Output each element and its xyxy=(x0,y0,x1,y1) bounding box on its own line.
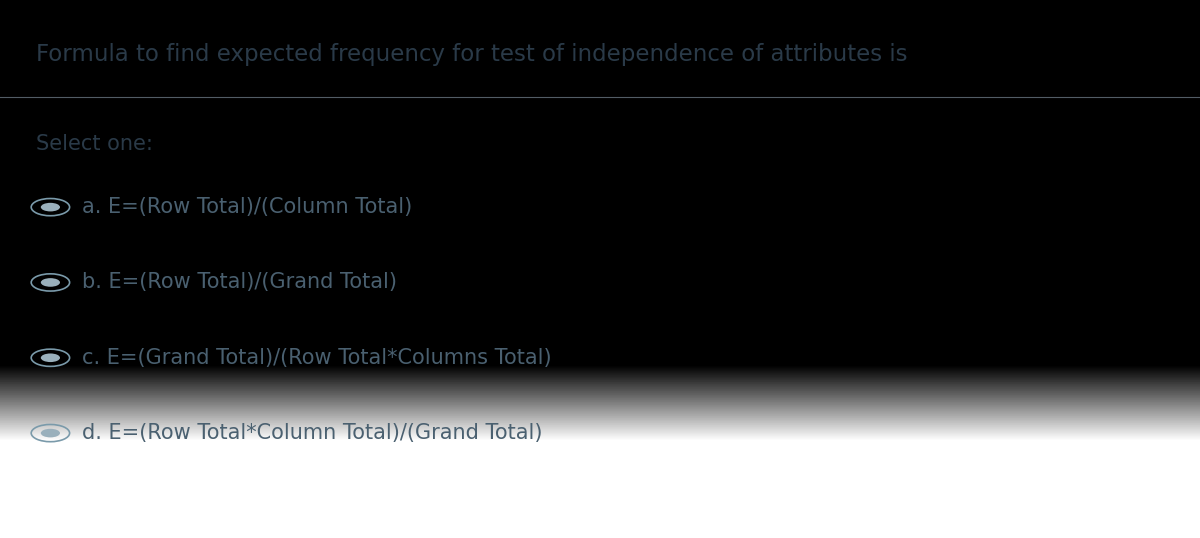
Text: Formula to find expected frequency for test of independence of attributes is: Formula to find expected frequency for t… xyxy=(36,43,907,66)
Circle shape xyxy=(41,278,60,287)
Text: a. E=(Row Total)/(Column Total): a. E=(Row Total)/(Column Total) xyxy=(82,197,412,217)
Circle shape xyxy=(41,203,60,211)
Text: c. E=(Grand Total)/(Row Total*Columns Total): c. E=(Grand Total)/(Row Total*Columns To… xyxy=(82,348,551,368)
Circle shape xyxy=(41,353,60,362)
Circle shape xyxy=(41,429,60,437)
Text: b. E=(Row Total)/(Grand Total): b. E=(Row Total)/(Grand Total) xyxy=(82,272,396,293)
Text: Select one:: Select one: xyxy=(36,134,152,154)
Text: d. E=(Row Total*Column Total)/(Grand Total): d. E=(Row Total*Column Total)/(Grand Tot… xyxy=(82,423,542,443)
